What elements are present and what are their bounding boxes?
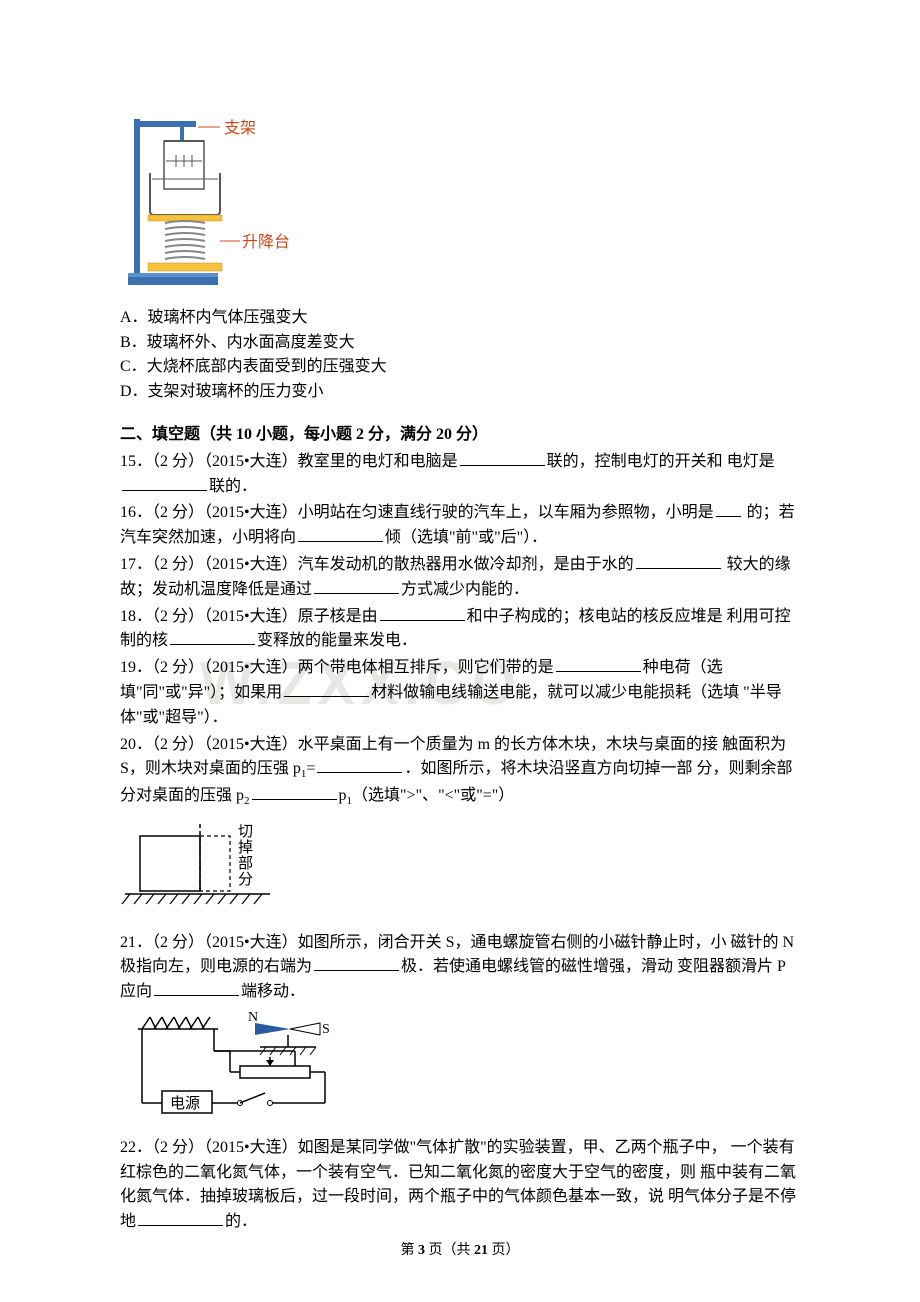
q19-text-a: 19．（2 分）（2015•大连）两个带电体相互排斥，则它们带的是 [120, 659, 554, 676]
svg-text:切: 切 [238, 824, 253, 840]
block-svg: 切 掉 部 分 [120, 816, 290, 916]
svg-text:部: 部 [238, 855, 253, 872]
q15-text-c: 电灯是 [727, 453, 775, 470]
blank [314, 955, 399, 971]
q20-text-a: 20．（2 分）（2015•大连）水平桌面上有一个质量为 m 的长方体木块，木块… [120, 736, 718, 753]
blank [317, 757, 402, 773]
question-15: 15．（2 分）（2015•大连）教室里的电灯和电脑是 联的，控制电灯的开关和 电… [120, 450, 800, 500]
q20-text-c: = [306, 760, 315, 777]
q18-text-d: 变释放的能量来发电． [257, 632, 417, 649]
q20-text-g: （选填">"、"<"或"="） [352, 787, 514, 804]
q17-text-c: 方式减少内能的． [401, 581, 529, 598]
blank [460, 450, 545, 466]
q18-text-a: 18．（2 分）（2015•大连）原子核是由 [120, 608, 378, 625]
apparatus-svg: 支架 升降台 [120, 111, 300, 291]
q16-text-a: 16．（2 分）（2015•大连）小明站在匀速直线行驶的汽车上，以车厢为参照物，… [120, 504, 714, 521]
q22-text-e: 的． [225, 1213, 257, 1230]
blank [298, 526, 383, 542]
question-17: 17．（2 分）（2015•大连）汽车发动机的散热器用水做冷却剂，是由于水的 较… [120, 553, 800, 603]
blank [138, 1210, 223, 1226]
figure-block-cut: 切 掉 部 分 [120, 816, 800, 925]
svg-text:电源: 电源 [170, 1095, 200, 1112]
q17-text-a: 17．（2 分）（2015•大连）汽车发动机的散热器用水做冷却剂，是由于水的 [120, 556, 634, 573]
option-d: D．支架对玻璃杯的压力变小 [120, 380, 800, 405]
label-lift: 升降台 [242, 233, 290, 251]
figure-solenoid-circuit: N S 电源 [120, 1011, 800, 1130]
svg-text:N: N [248, 1011, 258, 1025]
blank [716, 501, 741, 517]
option-b: B．玻璃杯外、内水面高度差变大 [120, 331, 800, 356]
figure-apparatus: 支架 升降台 [120, 111, 800, 300]
page-content: 支架 升降台 A．玻璃杯内气体压强变大 B．玻璃杯外、内水面高度差变大 C．大烧… [0, 0, 920, 1275]
q15-text-a: 15．（2 分）（2015•大连）教室里的电灯和电脑是 [120, 453, 458, 470]
question-16: 16．（2 分）（2015•大连）小明站在匀速直线行驶的汽车上，以车厢为参照物，… [120, 501, 800, 551]
q15-text-b: 联的，控制电灯的开关和 [547, 453, 723, 470]
question-21: 21．（2 分）（2015•大连）如图所示，闭合开关 S，通电螺旋管右侧的小磁针… [120, 931, 800, 1005]
q20-text-f: p [339, 787, 347, 804]
option-a: A．玻璃杯内气体压强变大 [120, 306, 800, 331]
svg-text:S: S [322, 1022, 330, 1037]
q22-text-a: 22．（2 分）（2015•大连）如图是某同学做"气体扩散"的实验装置，甲、乙两… [120, 1139, 727, 1156]
question-20: 20．（2 分）（2015•大连）水平桌面上有一个质量为 m 的长方体木块，木块… [120, 733, 800, 810]
blank [314, 578, 399, 594]
q19-text-d: 材料做输电线输送电能，就可以减少电能损耗（选填 [371, 684, 739, 701]
q21-text-c: 极．若使通电螺线管的磁性增强，滑动 [401, 958, 673, 975]
q21-text-e: 端移动． [241, 983, 305, 1000]
blank [170, 629, 255, 645]
q18-text-b: 和中子构成的；核电站的核反应堆是 [467, 608, 723, 625]
blank [380, 605, 465, 621]
blank [252, 784, 337, 800]
q19-text-c: 填"同"或"异"）；如果用 [120, 684, 282, 701]
question-18: 18．（2 分）（2015•大连）原子核是由和中子构成的；核电站的核反应堆是 利… [120, 605, 800, 655]
q19-text-b: 种电荷（选 [643, 659, 723, 676]
option-c: C．大烧杯底部内表面受到的压强变大 [120, 355, 800, 380]
circuit-svg: N S 电源 [120, 1011, 350, 1121]
blank [556, 656, 641, 672]
label-stand: 支架 [224, 119, 256, 137]
q20-text-d: ．如图所示，将木块沿竖直方向切掉一部 [404, 760, 692, 777]
svg-text:掉: 掉 [238, 839, 253, 856]
q21-text-a: 21．（2 分）（2015•大连）如图所示，闭合开关 S，通电螺旋管右侧的小磁针… [120, 934, 727, 951]
q20-sub2: 2 [244, 795, 250, 807]
blank [284, 681, 369, 697]
blank [122, 475, 207, 491]
blank [636, 553, 721, 569]
q15-text-d: 联的． [209, 478, 257, 495]
q16-text-c: 倾（选填"前"或"后"）． [385, 529, 547, 546]
svg-text:分: 分 [238, 871, 253, 888]
section-2-title: 二、填空题（共 10 小题，每小题 2 分，满分 20 分） [120, 423, 800, 448]
blank [154, 980, 239, 996]
question-19: 19．（2 分）（2015•大连）两个带电体相互排斥，则它们带的是 种电荷（选 填… [120, 656, 800, 730]
question-22: 22．（2 分）（2015•大连）如图是某同学做"气体扩散"的实验装置，甲、乙两… [120, 1136, 800, 1235]
